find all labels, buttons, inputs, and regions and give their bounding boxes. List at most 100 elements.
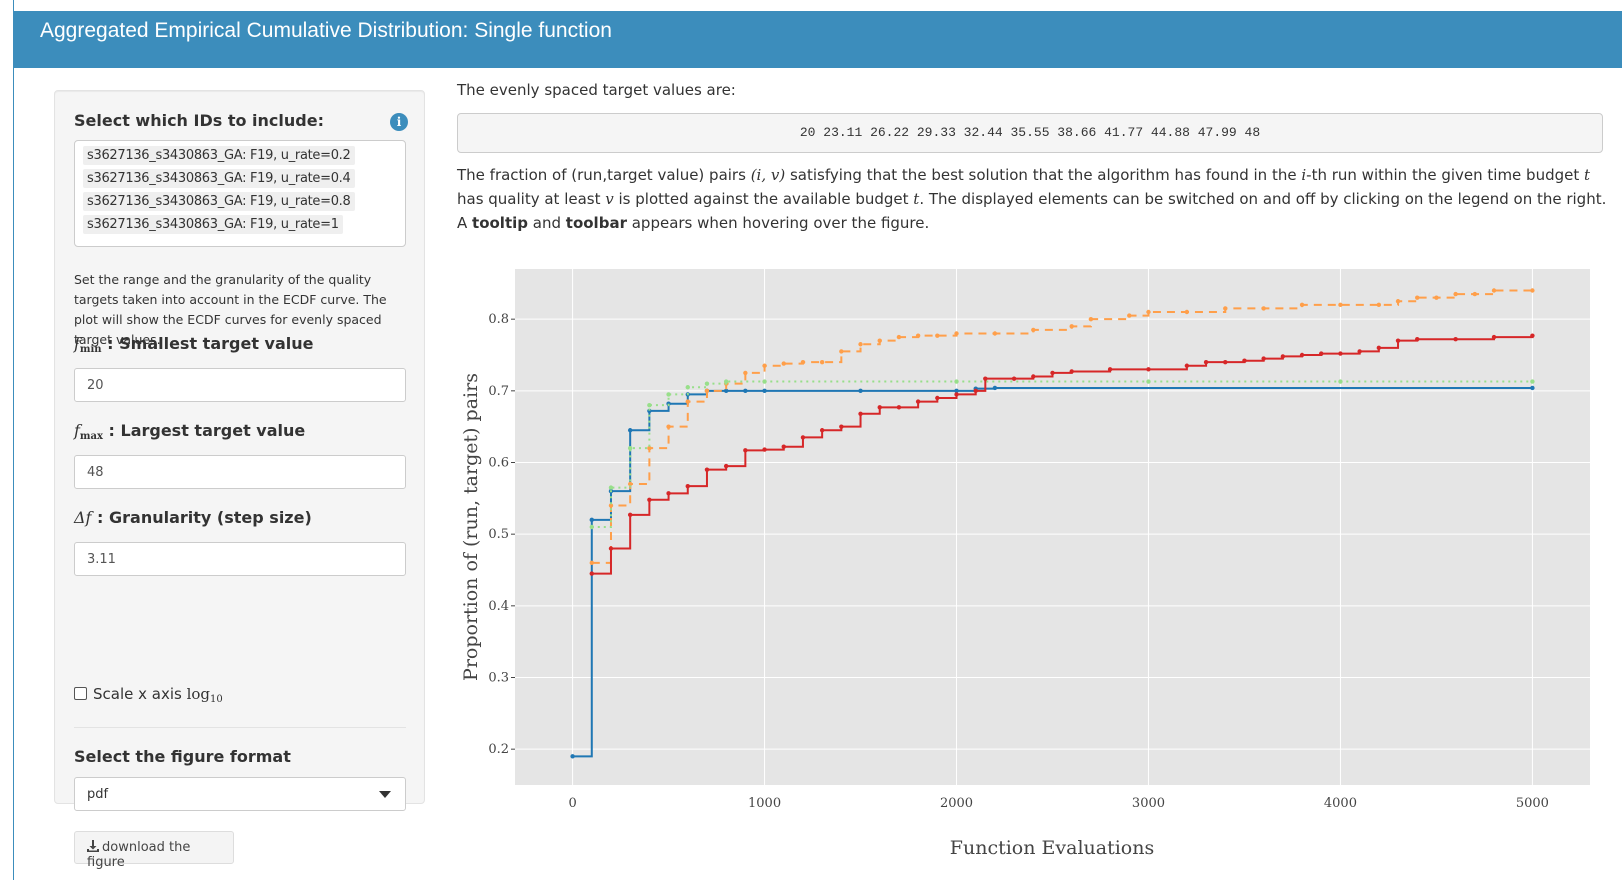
series-point[interactable] xyxy=(935,333,940,338)
series-point[interactable] xyxy=(1472,291,1478,297)
id-chip[interactable]: s3627136_s3430863_GA: F19, u_rate=0.4 xyxy=(83,169,355,188)
series-point[interactable] xyxy=(627,512,633,518)
series-point[interactable] xyxy=(1319,351,1324,356)
series-point[interactable] xyxy=(1088,316,1094,322)
series-point[interactable] xyxy=(743,388,748,394)
series-point[interactable] xyxy=(1146,367,1151,372)
series-point[interactable] xyxy=(666,491,671,496)
series-point[interactable] xyxy=(589,560,594,566)
download-figure-button[interactable]: download the figure xyxy=(74,831,234,870)
series-point[interactable] xyxy=(1395,338,1401,343)
series-line-3[interactable] xyxy=(591,335,1534,575)
series-point[interactable] xyxy=(1242,358,1247,363)
series-point[interactable] xyxy=(1031,327,1036,333)
series-point[interactable] xyxy=(915,333,921,338)
series-point[interactable] xyxy=(627,481,633,487)
series-point[interactable] xyxy=(1415,295,1420,300)
series-point[interactable] xyxy=(1415,337,1420,342)
series-point[interactable] xyxy=(762,447,767,452)
series-point[interactable] xyxy=(627,445,633,451)
series-point[interactable] xyxy=(743,370,748,376)
series-point[interactable] xyxy=(666,401,671,406)
series-point[interactable] xyxy=(1530,288,1535,293)
series-point[interactable] xyxy=(723,379,729,384)
id-chip[interactable]: s3627136_s3430863_GA: F19, u_rate=0.8 xyxy=(83,192,355,211)
series-point[interactable] xyxy=(954,331,959,336)
series-point[interactable] xyxy=(1050,370,1055,376)
series-point[interactable] xyxy=(800,435,806,440)
series-point[interactable] xyxy=(1184,309,1190,315)
series-point[interactable] xyxy=(992,385,998,391)
series-point[interactable] xyxy=(1127,313,1132,318)
series-point[interactable] xyxy=(589,571,594,576)
ecdf-plot[interactable]: 0 1000 2000 3000 4000 5000 0.2 0.3 0.4 0.5 0.6 0.7 0… xyxy=(455,262,1605,862)
series-point[interactable] xyxy=(762,363,767,368)
series-point[interactable] xyxy=(666,392,671,397)
series-point[interactable] xyxy=(858,411,863,416)
series-point[interactable] xyxy=(608,485,614,490)
series-point[interactable] xyxy=(1530,333,1535,338)
series-point[interactable] xyxy=(723,388,729,394)
series-point[interactable] xyxy=(983,376,988,381)
series-point[interactable] xyxy=(954,392,959,397)
series-point[interactable] xyxy=(839,424,844,429)
series-point[interactable] xyxy=(1261,356,1266,361)
series-point[interactable] xyxy=(819,428,825,433)
series-point[interactable] xyxy=(1031,374,1036,379)
series-point[interactable] xyxy=(704,467,710,472)
series-point[interactable] xyxy=(839,349,844,354)
series-point[interactable] xyxy=(743,448,748,453)
series-point[interactable] xyxy=(1491,334,1497,340)
series-point[interactable] xyxy=(608,546,614,551)
series-point[interactable] xyxy=(647,497,652,502)
series-point[interactable] xyxy=(685,385,690,390)
series-point[interactable] xyxy=(954,388,959,394)
series-point[interactable] xyxy=(781,444,786,449)
series-point[interactable] xyxy=(858,388,863,394)
series-point[interactable] xyxy=(800,359,806,365)
series-point[interactable] xyxy=(685,483,690,489)
series-point[interactable] xyxy=(1530,385,1535,391)
series-point[interactable] xyxy=(589,517,594,523)
series-point[interactable] xyxy=(915,399,921,404)
series-point[interactable] xyxy=(1107,367,1113,372)
series-point[interactable] xyxy=(896,334,902,340)
series-point[interactable] xyxy=(1376,302,1382,308)
series-point[interactable] xyxy=(570,754,575,759)
series-point[interactable] xyxy=(723,463,729,469)
series-point[interactable] xyxy=(1491,288,1497,293)
series-point[interactable] xyxy=(1261,306,1266,311)
series-point[interactable] xyxy=(704,381,710,386)
series-point[interactable] xyxy=(1453,337,1458,342)
series-point[interactable] xyxy=(1280,354,1286,359)
series-point[interactable] xyxy=(647,408,652,414)
series-point[interactable] xyxy=(1338,351,1343,356)
id-chip[interactable]: s3627136_s3430863_GA: F19, u_rate=0.2 xyxy=(83,146,355,165)
series-point[interactable] xyxy=(1011,376,1017,381)
series-point[interactable] xyxy=(647,445,652,451)
series-point[interactable] xyxy=(627,428,633,433)
series-point[interactable] xyxy=(704,388,710,394)
series-point[interactable] xyxy=(1338,379,1343,384)
series-point[interactable] xyxy=(666,424,671,429)
format-select[interactable]: pdf xyxy=(74,777,406,811)
scale-log-checkbox[interactable] xyxy=(74,687,87,700)
series-point[interactable] xyxy=(1376,345,1382,351)
ids-select-input[interactable]: s3627136_s3430863_GA: F19, u_rate=0.2 s3… xyxy=(74,140,406,247)
series-point[interactable] xyxy=(858,342,863,347)
series-point[interactable] xyxy=(1434,295,1439,300)
granularity-input[interactable]: 3.11 xyxy=(74,542,406,576)
series-point[interactable] xyxy=(1069,324,1074,329)
series-point[interactable] xyxy=(877,405,882,410)
series-point[interactable] xyxy=(1069,369,1074,374)
series-point[interactable] xyxy=(1299,352,1305,358)
series-point[interactable] xyxy=(1395,299,1401,304)
series-point[interactable] xyxy=(819,359,825,365)
series-point[interactable] xyxy=(1357,349,1362,354)
series-point[interactable] xyxy=(1184,363,1190,368)
series-point[interactable] xyxy=(1146,309,1151,315)
series-point[interactable] xyxy=(647,402,652,408)
series-point[interactable] xyxy=(1530,379,1535,384)
info-icon[interactable]: i xyxy=(390,113,408,131)
id-chip[interactable]: s3627136_s3430863_GA: F19, u_rate=1 xyxy=(83,215,343,234)
